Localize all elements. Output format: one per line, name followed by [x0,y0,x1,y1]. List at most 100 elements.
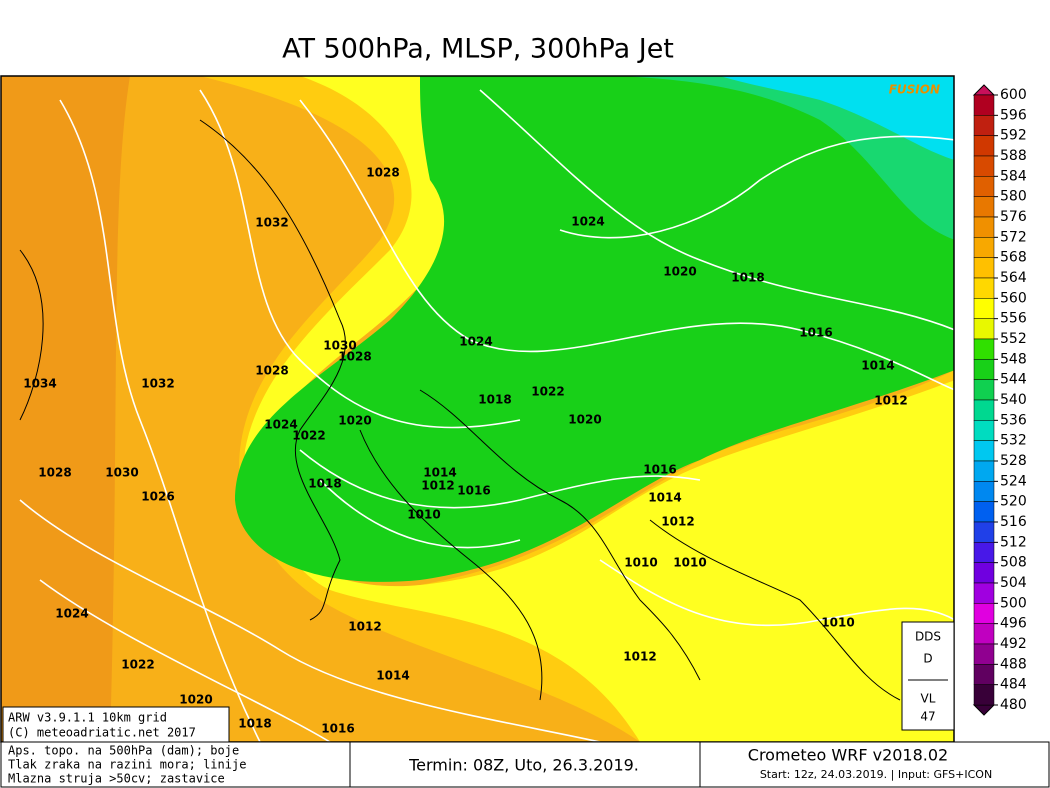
colorbar-swatch [973,399,995,421]
colorbar-swatch [973,623,995,645]
colorbar-label: 508 [1000,555,1027,571]
isobar-label: 1014 [861,359,894,373]
footer [0,741,1050,788]
colorbar-swatch [973,684,995,706]
colorbar-label: 528 [1000,453,1027,469]
isobar-label: 1012 [348,620,381,634]
colorbar-swatch [973,318,995,340]
model-box [2,706,230,743]
isobar-label: 1018 [478,393,511,407]
colorbar-label: 576 [1000,209,1027,225]
field-green [235,76,954,582]
colorbar-swatch [973,542,995,563]
colorbar-swatch [973,603,995,624]
colorbar-swatch [973,420,995,441]
colorbar-swatch [973,664,995,685]
colorbar-label: 600 [1000,87,1027,103]
colorbar-swatch [973,298,995,319]
colorbar-swatch [973,94,995,116]
isobar-label: 1032 [255,216,288,230]
isobar-label: 1020 [568,413,601,427]
colorbar-label: 596 [1000,107,1027,123]
colorbar-swatch [973,460,995,482]
colorbar-swatch [973,338,995,360]
legend-line: Mlazna struja >50cv; zastavice [8,772,225,786]
colorbar-swatch [973,379,995,401]
colorbar-label: 480 [1000,697,1027,713]
colorbar-label: 500 [1000,595,1027,611]
isobars [19,89,954,742]
isobar-label: 1024 [571,215,604,229]
colorbar-swatch [973,176,995,197]
colorbar-label: 572 [1000,229,1027,245]
isobar-label: 1016 [457,484,490,498]
colorbar-swatch [973,501,995,523]
colorbar-swatch [973,135,995,157]
colorbar-label: 492 [1000,636,1027,652]
colorbar-label: 568 [1000,250,1027,266]
isobar-label: 1014 [423,466,456,480]
isobar-label: 1030 [323,339,356,353]
colorbar-label: 496 [1000,616,1027,632]
isobar-label: 1016 [799,326,832,340]
model-text: ARW v3.9.1.1 10km grid [8,711,167,725]
isobar-label: 1022 [292,429,325,443]
colorbar-label: 552 [1000,331,1027,347]
copyright-text: (C) meteoadriatic.net 2017 [8,726,196,740]
field-orange [1,76,130,742]
colorbar-label: 520 [1000,494,1027,510]
colorbar-swatch [973,440,995,462]
colorbar-swatch [973,237,995,258]
isobar-label: 1014 [648,491,681,505]
dds-text: VL [921,692,936,706]
isobar-label: 1016 [643,463,676,477]
isobar-label: 1010 [821,616,854,630]
isobar-label: 1010 [624,556,657,570]
colorbar-swatch [973,643,995,665]
colorbar-label: 516 [1000,514,1027,530]
coastlines [19,119,901,701]
colorbar-swatch [973,257,995,279]
colorbar-label: 592 [1000,128,1027,144]
dds-text: DDS [915,630,941,644]
isobar-label: 1020 [338,414,371,428]
colorbar-label: 540 [1000,392,1027,408]
isobar-label: 1028 [38,466,71,480]
isobar-label: 1020 [663,265,696,279]
isobar-label: 1030 [105,466,138,480]
isobar-label: 1028 [366,166,399,180]
colorbar-swatch [973,277,995,299]
colorbar-label: 532 [1000,433,1027,449]
colorbar-swatch [973,562,995,584]
isobar-label: 1012 [874,394,907,408]
isobar-label: 1012 [421,479,454,493]
colorbar-swatch [973,359,995,380]
isobar-label: 1014 [376,669,409,683]
map-title: AT 500hPa, MLSP, 300hPa Jet [282,34,674,65]
isobar-label: 1028 [338,350,371,364]
colorbar-swatch [973,216,995,238]
isobar-label: 1024 [55,607,88,621]
field-cyan [720,76,954,160]
field-yellow [244,76,954,742]
colorbar-swatch [973,481,995,502]
colorbar-label: 548 [1000,351,1027,367]
colorbar-cap [972,704,996,716]
isobar-label: 1010 [673,556,706,570]
isobar-label: 1012 [623,650,656,664]
colorbar-label: 512 [1000,534,1027,550]
fusion-label: FUSION [889,83,940,97]
colorbar-swatch [973,155,995,177]
colorbar-swatch [973,196,995,218]
colorbar-label: 564 [1000,270,1027,286]
isobar-label: 1018 [238,717,271,731]
colorbar-swatch [973,115,995,136]
legend-line: Aps. topo. na 500hPa (dam); boje [8,744,239,758]
isobar-label: 1024 [264,418,297,432]
run-time: Termin: 08Z, Uto, 26.3.2019. [408,756,639,775]
colorbar-label: 584 [1000,168,1027,184]
colorbar-swatch [973,521,995,543]
